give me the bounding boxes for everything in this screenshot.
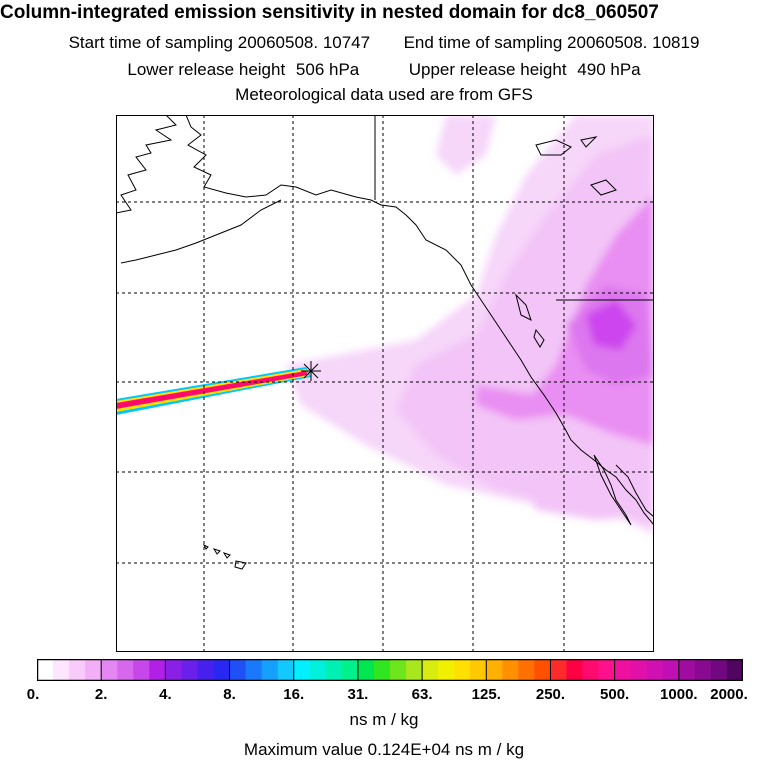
- map-frame: [116, 115, 654, 652]
- colorbar-cell: [454, 659, 471, 681]
- release-height-line: Lower release height 506 hPa Upper relea…: [0, 60, 768, 80]
- colorbar-units: ns m / kg: [349, 710, 419, 729]
- colorbar-tick-label: 250.: [535, 686, 566, 703]
- colorbar-frame: [37, 659, 743, 681]
- colorbar-tick-label: 4.: [159, 686, 172, 703]
- colorbar-cell: [53, 659, 70, 681]
- colorbar-cell: [438, 659, 455, 681]
- colorbar-cell: [261, 659, 279, 681]
- colorbar-cell: [309, 659, 327, 681]
- colorbar-cell: [325, 659, 343, 681]
- colorbar-cell: [165, 659, 183, 681]
- colorbar-cell: [582, 659, 600, 681]
- sampling-time-line: Start time of sampling 20060508. 10747 E…: [0, 33, 768, 53]
- lower-release-value: 506 hPa: [295, 60, 360, 79]
- colorbar-cell: [502, 659, 519, 681]
- colorbar-cell: [357, 659, 375, 681]
- colorbar: [37, 659, 743, 681]
- colorbar-cell: [646, 659, 664, 681]
- colorbar-cell: [390, 659, 407, 681]
- colorbar-cell: [245, 659, 263, 681]
- colorbar-cell: [486, 659, 503, 681]
- colorbar-cell: [149, 659, 166, 681]
- colorbar-cell: [566, 659, 584, 681]
- colorbar-cell: [277, 659, 295, 681]
- colorbar-tick-label: 125.: [471, 686, 501, 703]
- upper-release-value: 490 hPa: [577, 60, 641, 79]
- colorbar-tick-label: 0.: [26, 686, 40, 703]
- colorbar-cell: [85, 659, 102, 681]
- colorbar-cell: [550, 659, 568, 681]
- colorbar-cell: [293, 659, 311, 681]
- colorbar-cell: [678, 659, 696, 681]
- colorbar-cell: [694, 659, 712, 681]
- colorbar-tick-label: 63.: [411, 686, 433, 703]
- colorbar-cell: [341, 659, 359, 681]
- colorbar-tick-label: 500.: [600, 686, 630, 703]
- colorbar-cell: [229, 659, 247, 681]
- colorbar-cell: [197, 659, 215, 681]
- receptor-marker-icon: [301, 361, 321, 381]
- colorbar-tick-label: 8.: [223, 686, 236, 703]
- sensitivity-map: [116, 115, 654, 652]
- colorbar-cell: [598, 659, 616, 681]
- receptor-plume: [116, 367, 311, 415]
- colorbar-cell: [470, 659, 487, 681]
- colorbar-cell: [534, 659, 552, 681]
- upper-release-label: Upper release height: [408, 60, 567, 79]
- colorbar-cell: [37, 659, 54, 681]
- maximum-value: Maximum value 0.124E+04 ns m / kg: [243, 740, 525, 759]
- colorbar-ticks: [100, 659, 680, 681]
- colorbar-tick-label: 1000.: [660, 686, 698, 703]
- end-time-value: 20060508. 10819: [567, 33, 700, 52]
- colorbar-cell: [614, 659, 632, 681]
- start-time-label: Start time of sampling: [68, 33, 233, 52]
- plot-title: Column-integrated emission sensitivity i…: [0, 2, 659, 23]
- colorbar-tick-label: 2000.: [710, 686, 748, 703]
- colorbar-cell: [518, 659, 536, 681]
- end-time-label: End time of sampling: [403, 33, 563, 52]
- colorbar-cells: [37, 659, 743, 681]
- colorbar-tick-label: 2.: [94, 686, 108, 703]
- lower-release-label: Lower release height: [127, 60, 286, 79]
- colorbar-cell: [726, 659, 743, 681]
- colorbar-cell: [213, 659, 231, 681]
- colorbar-cell: [373, 659, 391, 681]
- colorbar-cell: [710, 659, 728, 681]
- start-time-value: 20060508. 10747: [237, 33, 371, 52]
- colorbar-cell: [422, 659, 439, 681]
- colorbar-cell: [133, 659, 150, 681]
- met-data-line: Meteorological data used are from GFS: [235, 85, 533, 104]
- sensitivity-field: [286, 115, 654, 535]
- colorbar-cell: [662, 659, 680, 681]
- colorbar-cell: [101, 659, 118, 681]
- colorbar-cell: [69, 659, 86, 681]
- colorbar-cell: [181, 659, 199, 681]
- colorbar-tick-label: 31.: [347, 686, 369, 703]
- colorbar-cell: [406, 659, 423, 681]
- colorbar-tick-label: 16.: [283, 686, 305, 703]
- colorbar-cell: [117, 659, 134, 681]
- colorbar-cell: [630, 659, 648, 681]
